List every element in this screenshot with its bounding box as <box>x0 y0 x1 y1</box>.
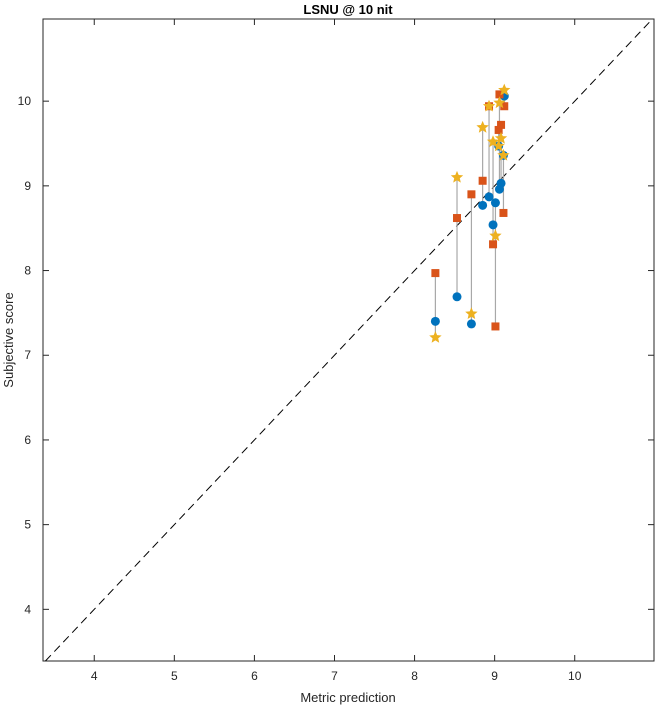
identity-line <box>45 18 653 662</box>
data-point-circle <box>488 220 498 230</box>
chart-title: LSNU @ 10 nit <box>303 2 393 17</box>
data-point-circle <box>478 200 488 210</box>
y-tick-label: 10 <box>18 94 32 108</box>
y-tick-label: 4 <box>24 602 31 616</box>
x-tick-label: 4 <box>91 669 98 683</box>
data-point-star <box>465 307 478 319</box>
data-point-square <box>478 176 487 185</box>
data-point-circle <box>496 178 506 188</box>
x-tick-label: 7 <box>331 669 338 683</box>
data-point-circle <box>430 316 440 326</box>
data-point-star <box>482 99 496 112</box>
data-point-star <box>492 139 505 152</box>
data-point-square <box>489 240 498 249</box>
data-point-square <box>491 322 500 331</box>
x-axis-label: Metric prediction <box>300 690 395 705</box>
data-point-star <box>494 131 508 144</box>
y-tick-label: 6 <box>24 433 31 447</box>
data-point-circle <box>466 319 476 329</box>
data-point-square <box>500 102 509 111</box>
data-point-square <box>494 125 503 134</box>
y-tick-label: 8 <box>24 264 31 278</box>
y-tick-label: 9 <box>24 179 31 193</box>
plot-area <box>42 18 655 662</box>
x-tick-label: 9 <box>491 669 498 683</box>
x-tick-label: 8 <box>411 669 418 683</box>
data-point-circle <box>484 192 494 202</box>
data-point-star <box>498 83 511 96</box>
x-tick-label: 5 <box>171 669 178 683</box>
data-point-circle <box>490 198 500 208</box>
data-point-star <box>429 331 442 343</box>
y-axis-label: Subjective score <box>1 292 16 387</box>
data-point-square <box>453 214 462 223</box>
y-tick-label: 5 <box>24 518 31 532</box>
data-point-star <box>476 120 489 133</box>
data-point-square <box>497 120 506 129</box>
data-point-circle <box>452 292 462 302</box>
data-point-star <box>450 170 464 183</box>
data-point-star <box>489 229 502 242</box>
data-point-square <box>467 190 476 199</box>
data-point-star <box>493 96 506 109</box>
data-point-square <box>431 269 440 278</box>
data-point-star <box>497 148 510 161</box>
y-tick-label: 7 <box>24 348 31 362</box>
x-tick-label: 6 <box>251 669 258 683</box>
data-point-square <box>499 208 508 217</box>
data-point-square <box>495 90 504 99</box>
x-tick-label: 10 <box>568 669 582 683</box>
